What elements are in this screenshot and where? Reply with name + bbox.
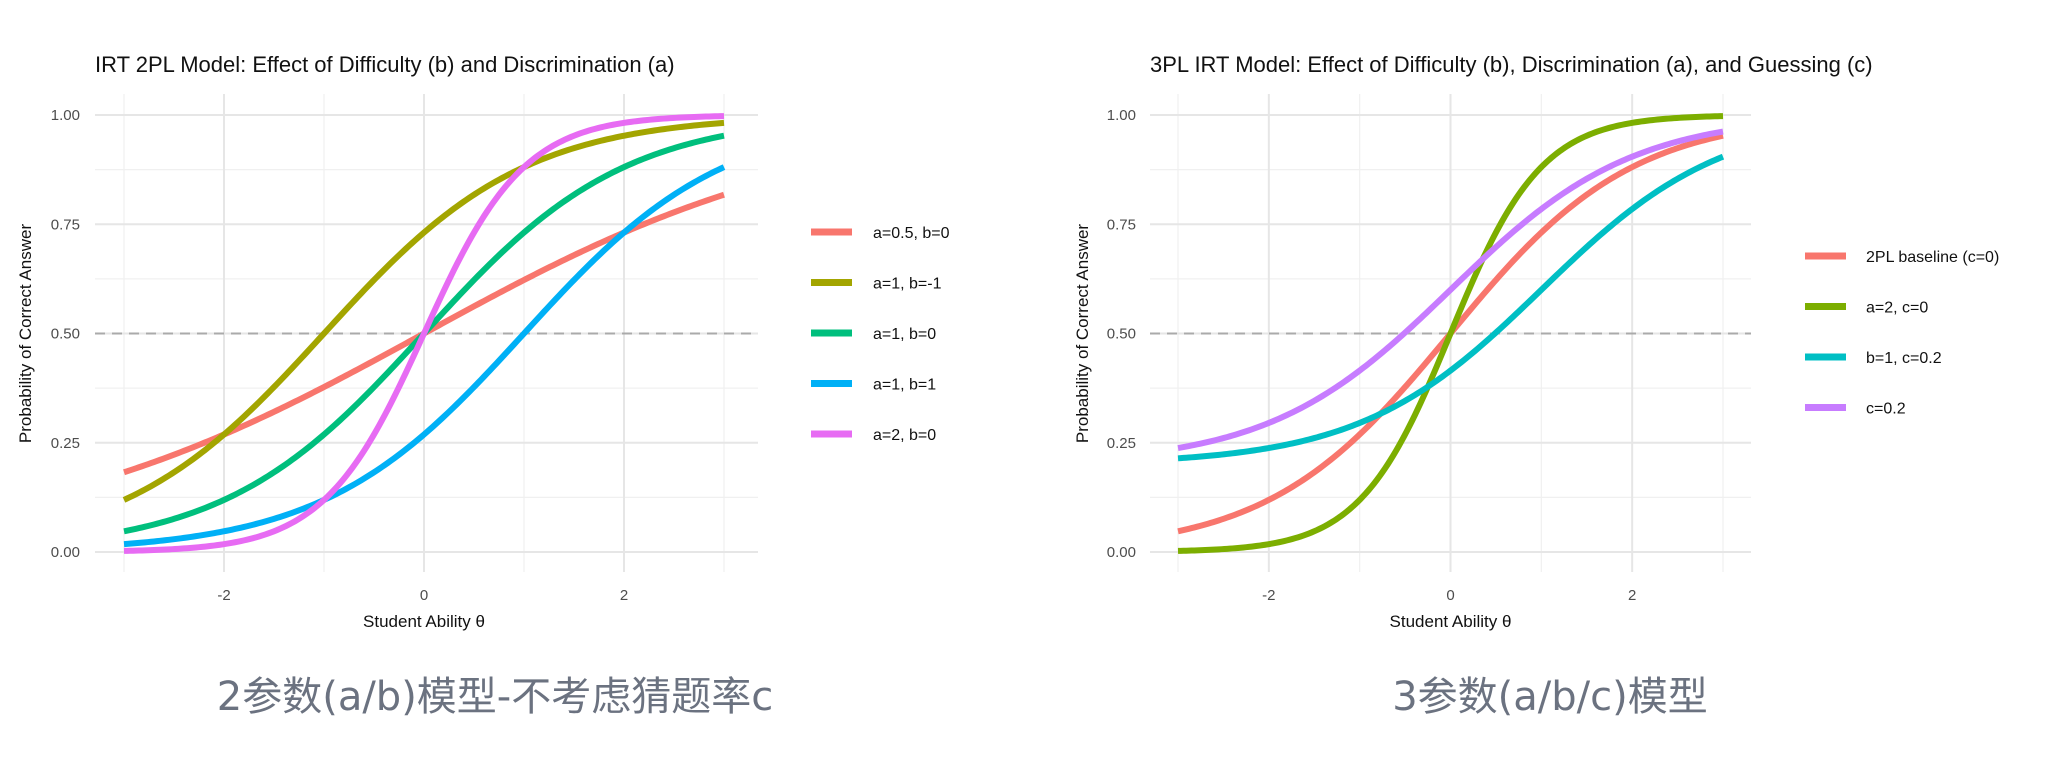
x-tick-label: -2 xyxy=(217,587,230,604)
y-tick-label: 0.75 xyxy=(1107,216,1136,233)
tick-labels: -2 0 2 0.00 0.25 0.50 0.75 1.00 xyxy=(1107,107,1637,604)
legend-item: a=1, b=0 xyxy=(811,326,936,343)
y-tick-label: 0.50 xyxy=(1107,326,1136,343)
series-line-3 xyxy=(123,164,726,548)
legend-item: a=2, c=0 xyxy=(1805,300,1928,317)
legend-label: a=0.5, b=0 xyxy=(873,225,950,242)
x-axis-title: Student Ability θ xyxy=(1390,612,1512,631)
y-tick-label: 0.50 xyxy=(51,326,80,343)
y-tick-label: 1.00 xyxy=(1107,107,1136,124)
y-tick-label: 0.75 xyxy=(51,216,80,233)
x-tick-label: 2 xyxy=(1628,587,1636,604)
legend-item: b=1, c=0.2 xyxy=(1805,350,1942,367)
grid xyxy=(1150,94,1751,572)
series-line-4 xyxy=(123,113,725,554)
y-axis-title: Probability of Correct Answer xyxy=(1073,224,1092,444)
chart-title: IRT 2PL Model: Effect of Difficulty (b) … xyxy=(95,52,675,77)
legend-item: a=2, b=0 xyxy=(811,427,936,444)
legend-label: 2PL baseline (c=0) xyxy=(1866,249,1999,266)
legend: a=0.5, b=0 a=1, b=-1 a=1, b=0 a=1, b=1 a=2, … xyxy=(811,225,950,444)
legend-item: a=0.5, b=0 xyxy=(811,225,950,242)
y-tick-label: 0.25 xyxy=(1107,435,1136,452)
y-axis-title: Probability of Correct Answer xyxy=(16,224,35,444)
legend-label: a=2, b=0 xyxy=(873,427,936,444)
x-tick-label: -2 xyxy=(1262,587,1275,604)
y-tick-label: 0.00 xyxy=(51,544,80,561)
legend-label: a=2, c=0 xyxy=(1866,300,1928,317)
chart-title: 3PL IRT Model: Effect of Difficulty (b),… xyxy=(1150,52,1873,77)
y-tick-label: 1.00 xyxy=(51,107,80,124)
legend-item: c=0.2 xyxy=(1805,401,1906,418)
series-line-1 xyxy=(1177,113,1724,554)
legend-item: a=1, b=-1 xyxy=(811,276,942,293)
chart-3pl: 3PL IRT Model: Effect of Difficulty (b),… xyxy=(1073,52,1999,720)
x-tick-label: 0 xyxy=(1446,587,1454,604)
y-tick-label: 0.25 xyxy=(51,435,80,452)
x-tick-label: 2 xyxy=(620,587,628,604)
x-axis-title: Student Ability θ xyxy=(363,612,485,631)
legend: 2PL baseline (c=0) a=2, c=0 b=1, c=0.2 c=0.… xyxy=(1805,249,1999,418)
legend-item: a=1, b=1 xyxy=(811,377,936,394)
y-tick-label: 0.00 xyxy=(1107,544,1136,561)
legend-label: b=1, c=0.2 xyxy=(1866,350,1942,367)
chart-2pl: IRT 2PL Model: Effect of Difficulty (b) … xyxy=(16,52,950,720)
series-line-2 xyxy=(1177,153,1725,462)
series-line-3 xyxy=(1177,128,1724,451)
legend-item: 2PL baseline (c=0) xyxy=(1805,249,1999,266)
caption: 3参数(a/b/c)模型 xyxy=(1392,674,1708,720)
tick-labels: -2 0 2 0.00 0.25 0.50 0.75 1.00 xyxy=(51,107,628,604)
legend-label: a=1, b=1 xyxy=(873,377,936,394)
x-tick-label: 0 xyxy=(420,587,428,604)
curves xyxy=(122,113,726,554)
legend-label: a=1, b=0 xyxy=(873,326,936,343)
series-line-1 xyxy=(122,119,725,503)
legend-label: a=1, b=-1 xyxy=(873,276,942,293)
legend-label: c=0.2 xyxy=(1866,401,1906,418)
curves xyxy=(1177,113,1725,554)
caption: 2参数(a/b)模型-不考虑猜题率c xyxy=(217,674,773,720)
